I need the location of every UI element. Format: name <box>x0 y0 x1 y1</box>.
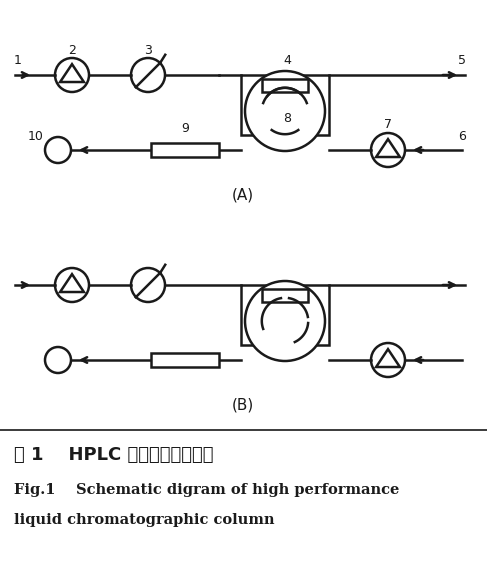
Text: 4: 4 <box>283 55 291 67</box>
Text: liquid chromatographic column: liquid chromatographic column <box>14 513 275 527</box>
Text: 3: 3 <box>144 44 152 56</box>
Text: 图 1    HPLC 柱切换系统流程图: 图 1 HPLC 柱切换系统流程图 <box>14 446 213 464</box>
Bar <box>241 285 329 345</box>
Circle shape <box>245 71 325 151</box>
Text: 6: 6 <box>458 129 466 143</box>
Text: 10: 10 <box>28 129 44 143</box>
Text: 5: 5 <box>458 55 466 67</box>
Bar <box>262 289 308 302</box>
Circle shape <box>245 281 325 361</box>
Text: Fig.1    Schematic digram of high performance: Fig.1 Schematic digram of high performan… <box>14 483 399 497</box>
Text: 9: 9 <box>181 121 189 135</box>
Text: (A): (A) <box>232 187 254 202</box>
Bar <box>151 353 219 367</box>
Text: 7: 7 <box>384 118 392 132</box>
Text: 8: 8 <box>283 113 291 125</box>
Text: 2: 2 <box>68 44 76 56</box>
Text: 1: 1 <box>14 55 22 67</box>
Bar <box>151 143 219 157</box>
Bar <box>262 79 308 92</box>
Bar <box>241 75 329 135</box>
Text: (B): (B) <box>232 397 254 412</box>
